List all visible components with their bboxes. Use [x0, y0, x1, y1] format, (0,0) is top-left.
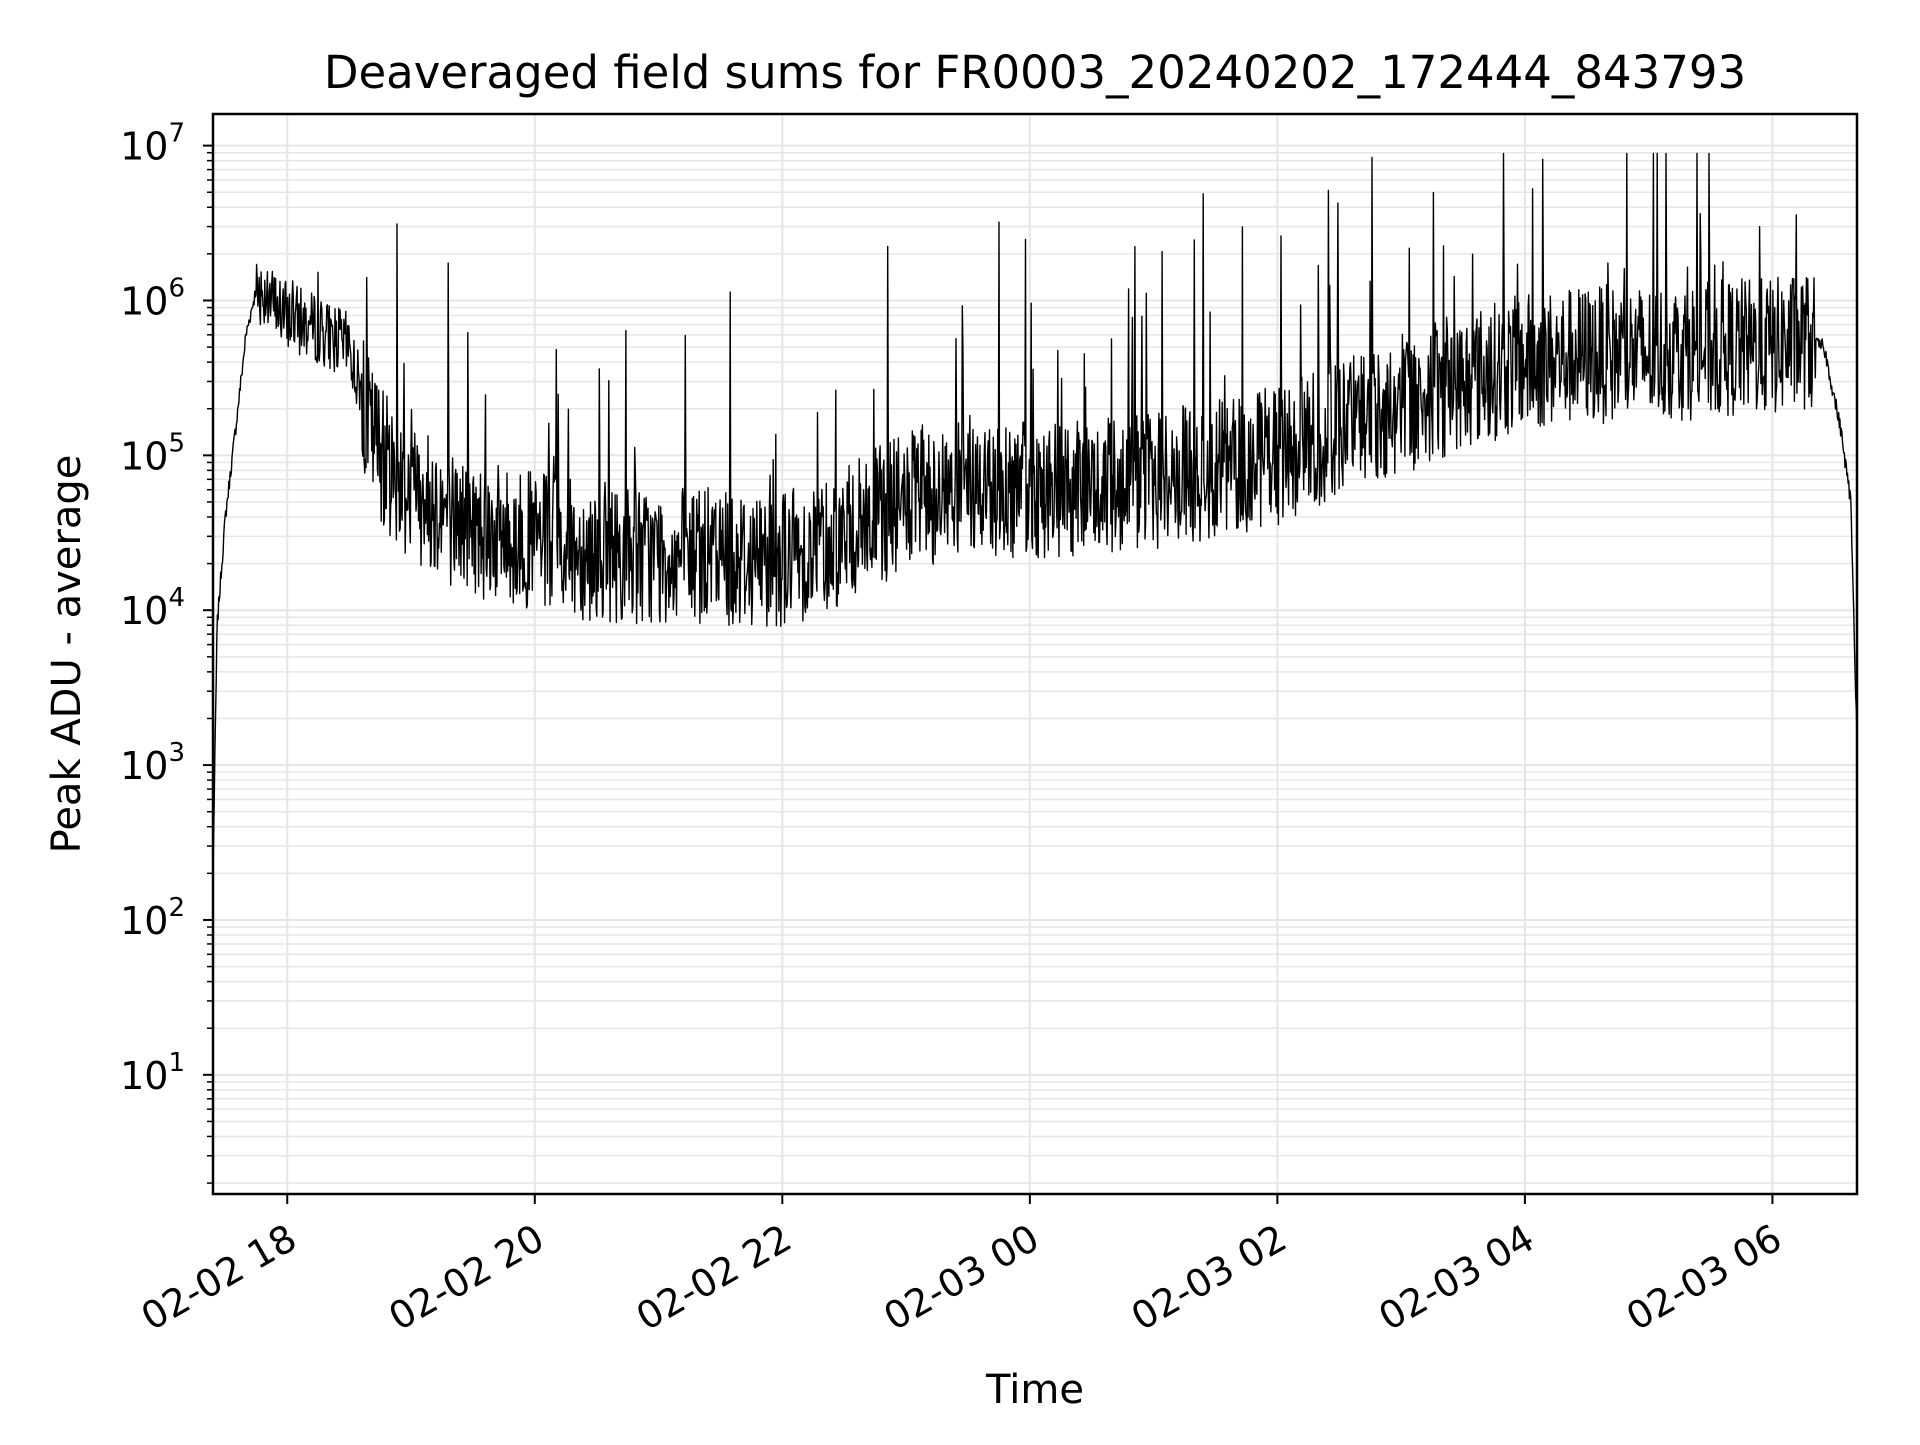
y-axis: 101 102 103 104 105 106 107	[120, 119, 213, 1184]
y-tick-label: 102	[120, 893, 185, 943]
plot-frame	[211, 112, 1859, 1196]
y-tick-label: 106	[120, 273, 185, 323]
chart-title: Deaveraged field sums for FR0003_2024020…	[324, 46, 1746, 99]
series-line	[212, 152, 1858, 872]
y-tick-label: 101	[120, 1048, 185, 1098]
y-axis-label: Peak ADU - average	[44, 455, 90, 854]
series-layer	[212, 152, 1858, 872]
grid-lines	[213, 114, 1857, 1194]
y-tick-label: 105	[120, 428, 185, 478]
x-axis-label: Time	[985, 1367, 1084, 1413]
y-tick-label: 103	[120, 738, 185, 788]
y-tick-label: 107	[120, 119, 185, 169]
y-tick-label: 104	[120, 583, 185, 633]
